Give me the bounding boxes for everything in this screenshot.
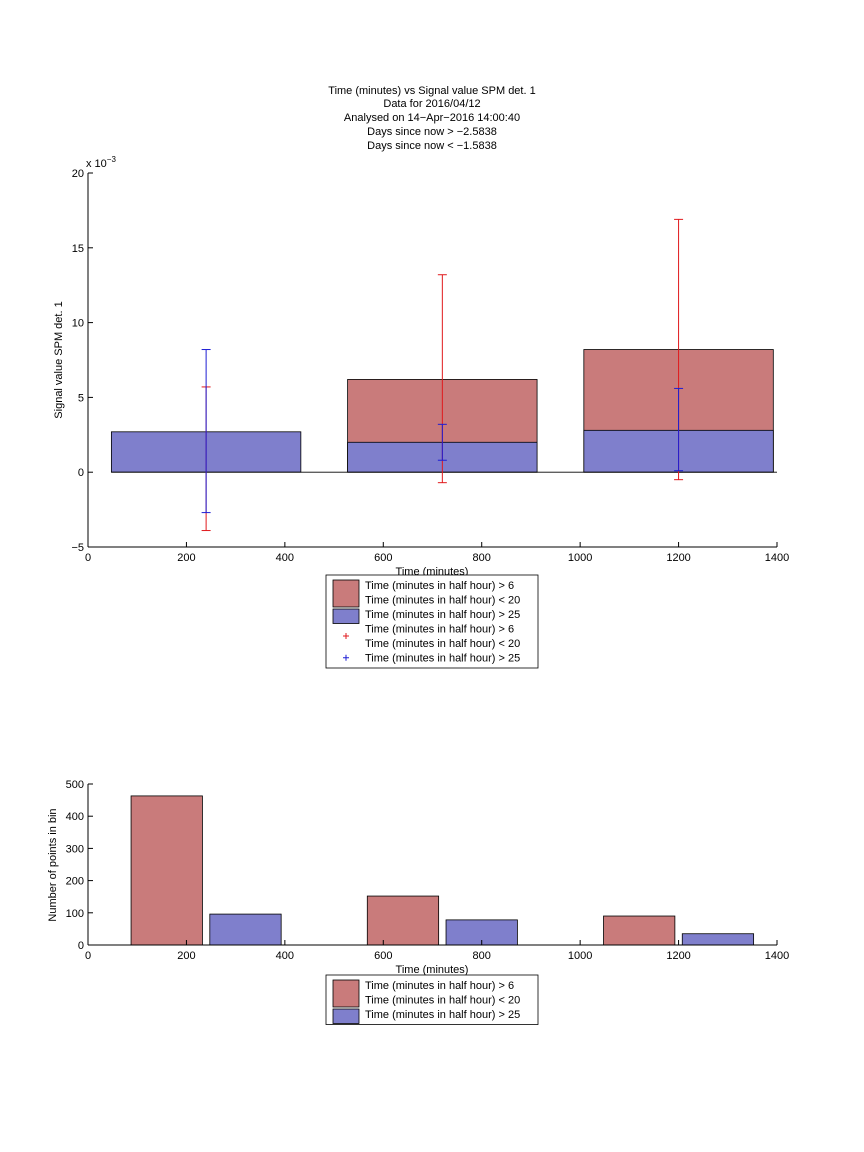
x-tick-label: 1400 [765,552,789,564]
y-tick-label: 0 [78,467,84,479]
x-tick-label: 1000 [568,552,592,564]
legend-label: Time (minutes in half hour) > 6 [365,580,514,592]
y-axis-label: Number of points in bin [47,808,59,921]
legend-swatch [332,608,360,624]
x-tick-label: 400 [276,552,294,564]
y-tick-label: 15 [72,243,84,255]
bar-s0-2 [603,915,676,946]
count-chart: Number of points in bin Time (minutes) 0… [47,779,789,1025]
x-tick-label: 600 [374,950,392,962]
x-tick-label: 0 [85,552,91,564]
legend-label: Time (minutes in half hour) < 20 [365,638,520,650]
legend-label: Time (minutes in half hour) < 20 [365,595,520,607]
y-tick-label: 400 [66,811,84,823]
bar-s0-1 [366,895,440,946]
legend-label: Time (minutes in half hour) > 25 [365,653,520,665]
count-plot-area: 0 200 400 600 800 1000 1200 1400 0 100 200 300 400 50… [66,779,790,962]
x-tick-label: 800 [473,950,491,962]
legend-label: Time (minutes in half hour) > 25 [365,609,520,621]
y-tick-label: −5 [71,542,84,554]
legend-box [325,974,539,1025]
x-axis-label: Time (minutes) [396,964,469,976]
legend-label: Time (minutes in half hour) < 20 [365,995,520,1007]
x-tick-label: 1200 [666,950,690,962]
title-line-3: Analysed on 14−Apr−2016 14:00:40 [344,112,520,124]
chart-title: Time (minutes) vs Signal value SPM det. … [328,85,535,152]
y-tick-label: 500 [66,779,84,791]
legend-label: Time (minutes in half hour) > 6 [365,980,514,992]
signal-legend: Time (minutes in half hour) > 6 Time (min… [325,574,539,669]
y-tick-label: 300 [66,843,84,855]
legend-label: Time (minutes in half hour) > 6 [365,624,514,636]
x-tick-label: 200 [177,552,195,564]
bar-s1-0 [209,913,282,946]
y-tick-label: 20 [72,168,84,180]
x-tick-label: 600 [374,552,392,564]
legend-swatch [332,1008,360,1024]
y-tick-label: 10 [72,318,84,330]
y-axis-label: Signal value SPM det. 1 [53,301,65,418]
x-tick-label: 1400 [765,950,789,962]
x-tick-label: 200 [177,950,195,962]
y-tick-label: 200 [66,876,84,888]
x-tick-label: 800 [473,552,491,564]
title-line-5: Days since now < −1.5838 [367,140,497,152]
legend-label: Time (minutes in half hour) > 25 [365,1009,520,1021]
x-tick-label: 400 [276,950,294,962]
count-legend: Time (minutes in half hour) > 6 Time (min… [325,974,539,1025]
bar-s0-0 [130,795,203,946]
bar-s1-2 [681,933,755,946]
y-tick-label: 100 [66,908,84,920]
title-line-1: Time (minutes) vs Signal value SPM det. … [328,85,535,97]
signal-chart: Time (minutes) vs Signal value SPM det. … [53,85,789,669]
x-tick-label: 1000 [568,950,592,962]
legend-box [325,574,539,669]
title-line-4: Days since now > −2.5838 [367,126,497,138]
legend-swatch [332,979,360,1008]
y-exponent-label: x 10−3 [86,155,116,170]
x-tick-label: 1200 [666,552,690,564]
y-tick-label: 5 [78,392,84,404]
title-line-2: Data for 2016/04/12 [383,98,480,110]
y-tick-label: 0 [78,940,84,952]
x-tick-label: 0 [85,950,91,962]
legend-swatch [332,579,360,608]
